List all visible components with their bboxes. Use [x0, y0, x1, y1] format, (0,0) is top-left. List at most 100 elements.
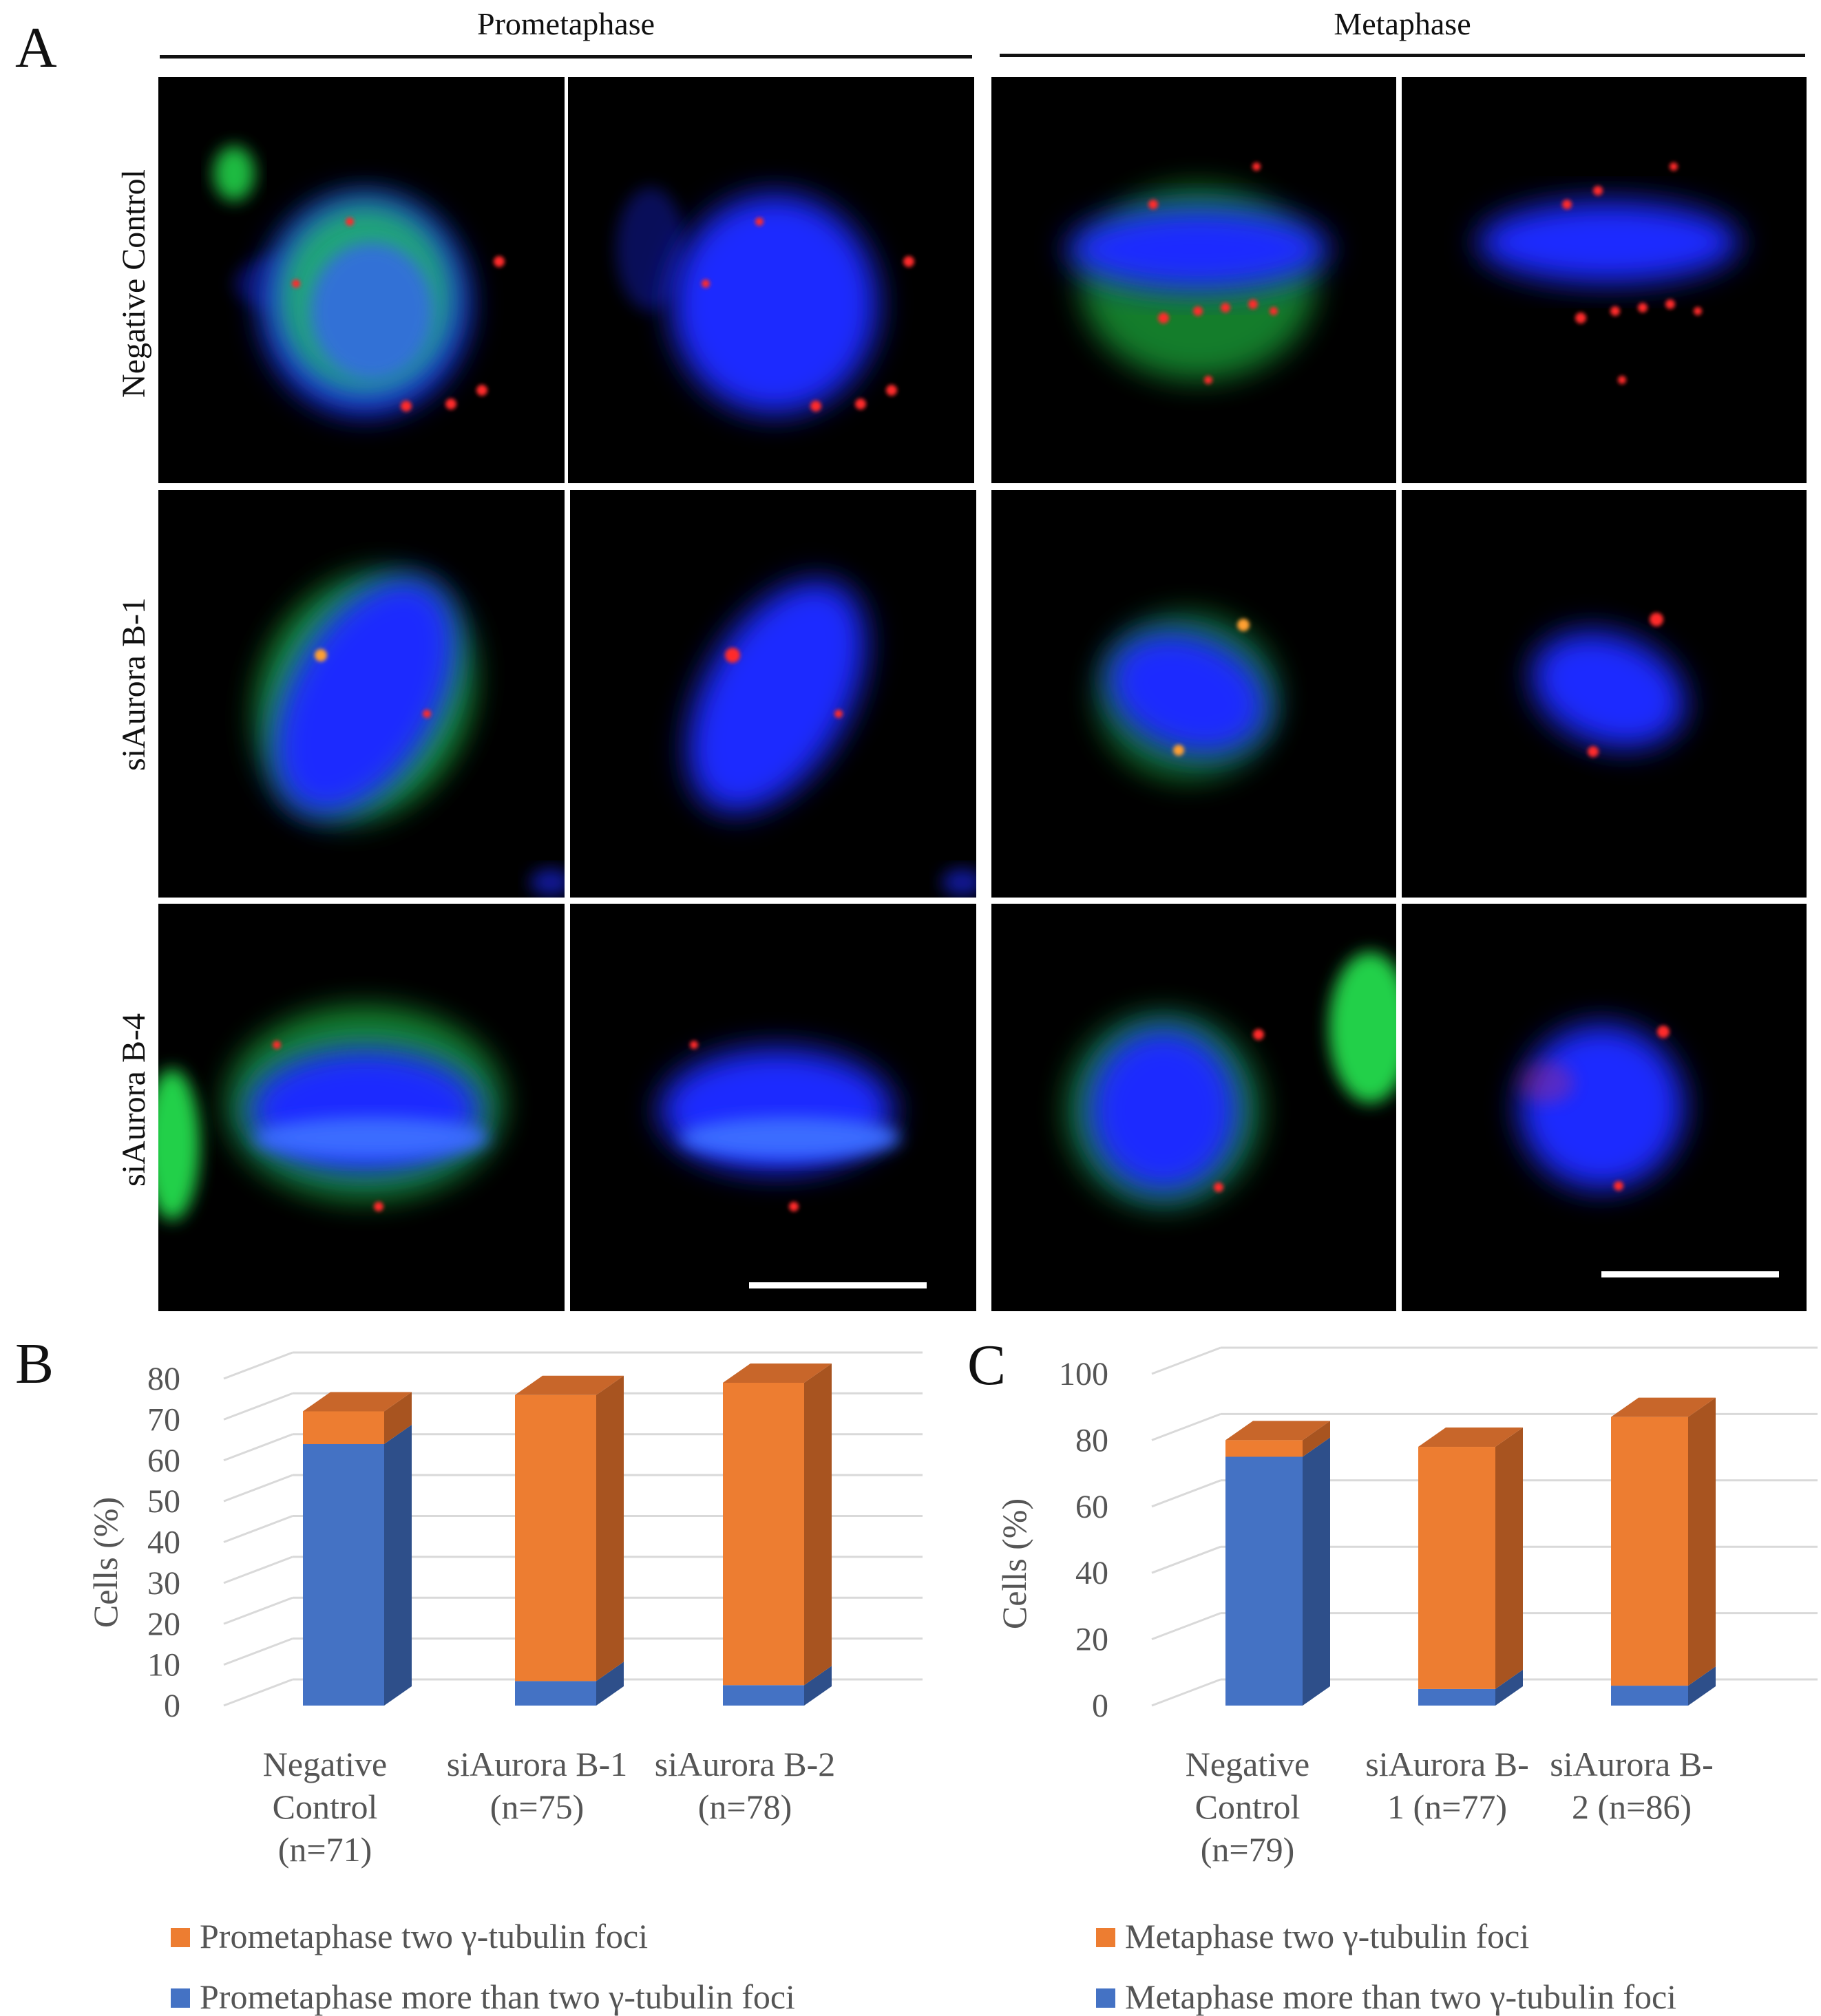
micrograph-neg-prometa-merge: [158, 77, 565, 483]
bar-blue-side: [1495, 1669, 1523, 1706]
y-axis-label: Cells (%): [995, 1498, 1033, 1629]
bar-orange-side: [1303, 1421, 1330, 1457]
y-tick-label: 40: [1075, 1555, 1108, 1591]
category-label: Negative Control (n=79): [1186, 1745, 1309, 1869]
gridline-depth: [223, 1678, 293, 1707]
bar-top: [1418, 1428, 1523, 1447]
bar-orange-side: [1495, 1428, 1523, 1689]
bar-stack: [303, 1392, 412, 1706]
category-label-line: 2 (n=86): [1572, 1787, 1692, 1826]
gridline-depth: [223, 1515, 293, 1543]
y-tick-label: 70: [147, 1401, 180, 1438]
bar-blue: [515, 1681, 596, 1706]
legend-b-more: Prometaphase more than two γ-tubulin foc…: [171, 1980, 795, 2014]
gridline-depth: [1151, 1479, 1221, 1508]
micrograph-b1-prometa-merge: [158, 490, 565, 898]
gridline-depth: [1151, 1612, 1221, 1641]
bar-orange-side: [804, 1363, 832, 1686]
bar-orange-side: [384, 1392, 412, 1444]
category-label: siAurora B-2 (n=78): [655, 1745, 835, 1826]
legend-swatch-orange: [171, 1927, 190, 1947]
panel-label-c: C: [967, 1333, 1007, 1397]
category-label-line: siAurora B-2: [655, 1745, 835, 1783]
row-label-negative-control: Negative Control: [116, 169, 152, 398]
category-label-line: Control: [1195, 1787, 1301, 1826]
category-label-line: (n=75): [490, 1787, 585, 1826]
gridline-depth: [1151, 1412, 1221, 1441]
y-tick-label: 80: [147, 1361, 180, 1397]
bar-orange: [515, 1394, 596, 1681]
y-tick-label: 80: [1075, 1422, 1108, 1458]
bar-stack: [1225, 1421, 1330, 1706]
category-label-line: siAurora B-: [1365, 1745, 1528, 1783]
micrograph-b1-meta-dna: [1402, 490, 1807, 898]
bar-blue-side: [804, 1666, 832, 1706]
chart-b: 0 10 20 30 40 50 60 70 80 Cells (%) Negative Contro…: [86, 1351, 923, 1869]
bar-blue: [1611, 1686, 1688, 1706]
y-tick-label: 30: [147, 1565, 180, 1602]
gridline-depth: [223, 1474, 293, 1503]
y-tick-label: 10: [147, 1647, 180, 1684]
y-tick-label: 100: [1059, 1356, 1108, 1392]
bar-orange: [1225, 1440, 1303, 1457]
y-axis-label: Cells (%): [86, 1497, 125, 1628]
bar-orange: [723, 1382, 804, 1686]
micrograph-b4-prometa-merge: [158, 904, 565, 1311]
bar-blue-side: [384, 1425, 412, 1706]
category-label-line: (n=78): [698, 1787, 792, 1826]
bar-top: [1225, 1421, 1330, 1441]
category-label-line: siAurora B-: [1550, 1745, 1713, 1783]
y-tick-label: 0: [1092, 1688, 1108, 1724]
bar-top: [723, 1363, 832, 1383]
micrograph-b1-meta-merge: [991, 490, 1396, 898]
category-label-line: Negative: [263, 1745, 387, 1783]
bar-blue-side: [1303, 1437, 1330, 1706]
gridline-depth: [1151, 1545, 1221, 1574]
gridline-depth: [223, 1596, 293, 1625]
legend-c-more: Metaphase more than two γ-tubulin foci: [1096, 1980, 1676, 2014]
y-tick-label: 40: [147, 1525, 180, 1561]
micrograph-neg-prometa-dna: [568, 77, 974, 483]
bar-top: [1611, 1397, 1716, 1417]
y-tick-label: 50: [147, 1483, 180, 1520]
bar-blue-side: [1688, 1666, 1716, 1706]
category-label: Negative Control (n=71): [263, 1745, 387, 1869]
phase-rule-metaphase: [1000, 54, 1805, 57]
gridline-depth: [223, 1556, 293, 1584]
bar-blue: [1418, 1688, 1495, 1706]
bar-orange: [303, 1411, 384, 1444]
panel-label-a: A: [15, 16, 57, 80]
micrograph-neg-meta-merge: [991, 77, 1396, 483]
y-tick-label: 0: [164, 1688, 180, 1724]
legend-swatch-blue: [171, 1988, 190, 2008]
gridline-depth: [1151, 1678, 1221, 1707]
category-label-line: Control: [273, 1787, 378, 1826]
y-tick-label: 20: [147, 1606, 180, 1642]
scale-bar-metaphase: [1601, 1271, 1779, 1277]
bar-orange-side: [1688, 1397, 1716, 1686]
legend-swatch-orange: [1096, 1927, 1115, 1947]
bar-top: [515, 1375, 624, 1395]
bar-stack: [515, 1375, 624, 1706]
micrograph-b4-prometa-dna: [570, 904, 976, 1311]
bar-stack: [723, 1363, 832, 1706]
bar-blue: [723, 1685, 804, 1706]
gridline-depth: [223, 1433, 293, 1462]
bar-stack: [1611, 1397, 1716, 1706]
bar-orange: [1418, 1447, 1495, 1689]
legend-b-two-label: Prometaphase two γ-tubulin foci: [200, 1917, 649, 1955]
panel-label-b: B: [15, 1332, 54, 1396]
micrograph-b4-meta-merge: [991, 904, 1396, 1311]
phase-title-prometaphase: Prometaphase: [476, 6, 655, 41]
micrograph-neg-meta-dna: [1402, 77, 1807, 483]
micrograph-b4-meta-dna: [1402, 904, 1807, 1311]
bar-blue: [303, 1444, 384, 1706]
gridline-depth: [223, 1637, 293, 1666]
category-label: siAurora B- 1 (n=77): [1365, 1745, 1528, 1826]
legend-b-more-label: Prometaphase more than two γ-tubulin foc…: [200, 1977, 795, 2016]
bar-blue-side: [596, 1662, 624, 1706]
row-label-siaurora-b-4: siAurora B-4: [116, 1013, 152, 1187]
category-label: siAurora B- 2 (n=86): [1550, 1745, 1713, 1826]
category-label-line: siAurora B-1: [447, 1745, 627, 1783]
category-label-line: (n=71): [278, 1830, 372, 1869]
